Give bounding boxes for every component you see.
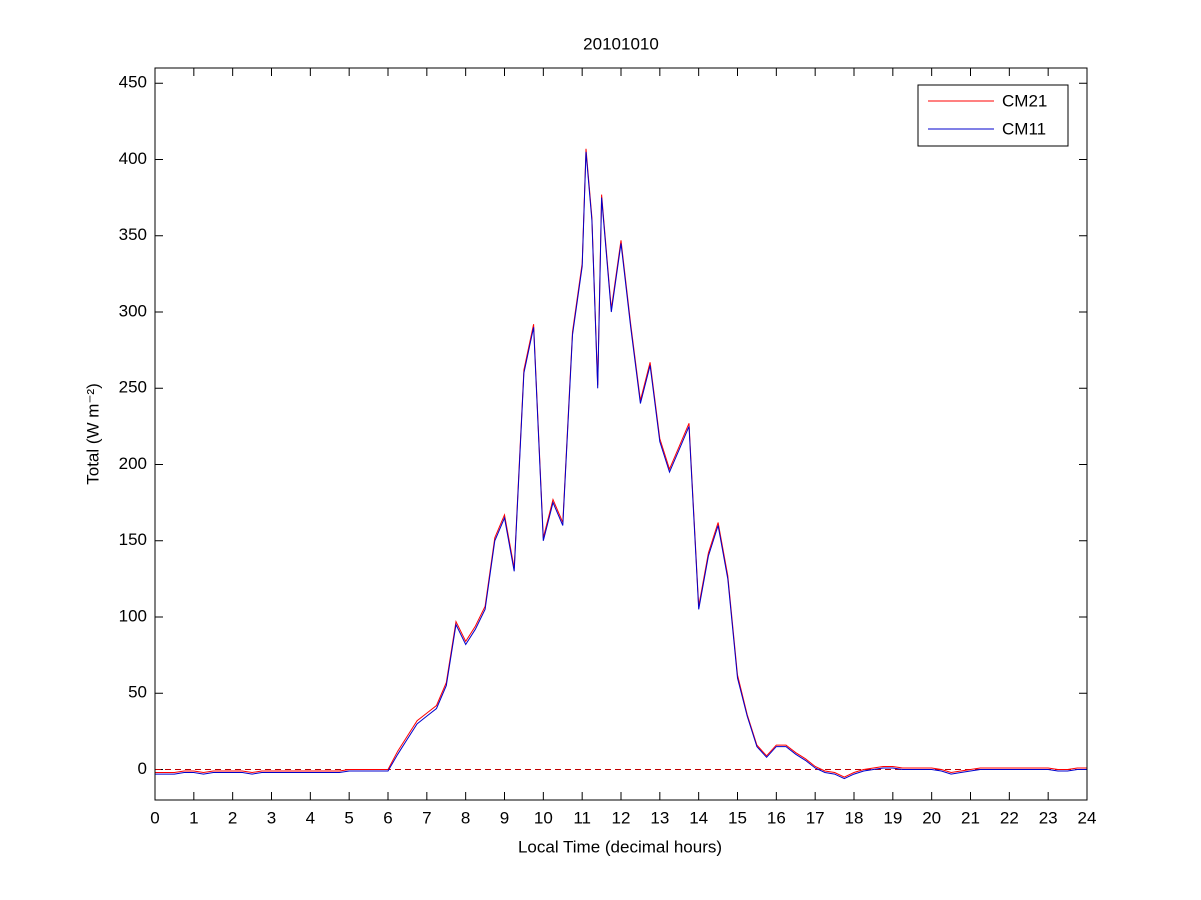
x-tick-label: 19 [883, 808, 902, 827]
x-tick-label: 16 [767, 808, 786, 827]
y-tick-label: 350 [119, 225, 147, 244]
x-tick-label: 21 [961, 808, 980, 827]
y-tick-label: 300 [119, 301, 147, 320]
series-line [155, 151, 1087, 780]
plot-frame [154, 67, 1088, 801]
chart-title: 20101010 [583, 34, 659, 53]
x-tick-label: 20 [922, 808, 941, 827]
y-tick-label: 400 [119, 149, 147, 168]
x-tick-label: 0 [150, 808, 159, 827]
x-tick-label: 7 [422, 808, 431, 827]
y-axis-label: Total (W m⁻²) [83, 383, 102, 485]
legend-label: CM21 [1002, 91, 1047, 110]
legend-box [917, 84, 1069, 147]
y-tick-label: 0 [138, 759, 147, 778]
x-tick-label: 17 [806, 808, 825, 827]
x-tick-label: 2 [228, 808, 237, 827]
y-tick-label: 450 [119, 73, 147, 92]
x-tick-label: 13 [650, 808, 669, 827]
x-tick-label: 5 [344, 808, 353, 827]
y-tick-label: 250 [119, 378, 147, 397]
y-tick-label: 50 [128, 683, 147, 702]
x-tick-label: 9 [500, 808, 509, 827]
x-tick-label: 18 [845, 808, 864, 827]
x-tick-label: 11 [573, 808, 591, 827]
x-tick-label: 15 [728, 808, 747, 827]
x-tick-label: 24 [1078, 808, 1097, 827]
legend-label: CM11 [1002, 119, 1046, 138]
x-tick-label: 3 [267, 808, 276, 827]
x-axis-label: Local Time (decimal hours) [518, 837, 722, 856]
x-tick-label: 4 [306, 808, 315, 827]
y-tick-label: 150 [119, 530, 147, 549]
x-tick-label: 22 [1000, 808, 1019, 827]
x-tick-label: 6 [383, 808, 392, 827]
x-tick-label: 8 [461, 808, 470, 827]
x-tick-label: 10 [534, 808, 553, 827]
x-tick-label: 14 [689, 808, 708, 827]
y-tick-label: 200 [119, 454, 147, 473]
y-tick-label: 100 [119, 606, 147, 625]
x-tick-label: 12 [612, 808, 631, 827]
x-tick-label: 23 [1039, 808, 1058, 827]
x-tick-label: 1 [189, 808, 198, 827]
